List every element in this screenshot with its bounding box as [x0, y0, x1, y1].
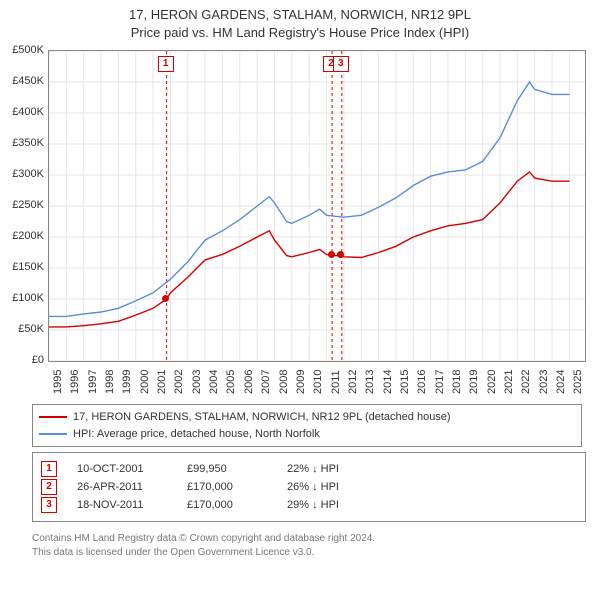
- sales-row-flag: 1: [41, 461, 57, 477]
- x-tick-label: 1999: [121, 370, 133, 394]
- x-tick-label: 2022: [520, 370, 532, 394]
- sales-row-price: £170,000: [187, 499, 267, 511]
- x-tick-label: 1997: [87, 370, 99, 394]
- x-tick-label: 1995: [52, 370, 64, 394]
- y-tick-label: £200K: [0, 230, 44, 242]
- y-tick-label: £100K: [0, 292, 44, 304]
- x-tick-label: 2006: [243, 370, 255, 394]
- sales-row-date: 26-APR-2011: [77, 481, 167, 493]
- y-tick-label: £300K: [0, 168, 44, 180]
- legend-label: 17, HERON GARDENS, STALHAM, NORWICH, NR1…: [73, 409, 451, 426]
- x-tick-label: 2011: [330, 370, 342, 394]
- sales-table: 1 10-OCT-2001 £99,950 22% ↓ HPI 2 26-APR-2011…: [32, 452, 586, 522]
- x-tick-label: 2019: [468, 370, 480, 394]
- legend-swatch: [39, 416, 67, 418]
- y-tick-label: £150K: [0, 261, 44, 273]
- x-tick-label: 2005: [225, 370, 237, 394]
- legend-label: HPI: Average price, detached house, Nort…: [73, 426, 320, 443]
- chart-plot-area: [48, 50, 586, 362]
- sales-row: 3 18-NOV-2011 £170,000 29% ↓ HPI: [41, 497, 577, 513]
- y-tick-label: £400K: [0, 106, 44, 118]
- sales-row: 2 26-APR-2011 £170,000 26% ↓ HPI: [41, 479, 577, 495]
- y-tick-label: £350K: [0, 137, 44, 149]
- x-tick-label: 2016: [416, 370, 428, 394]
- footer-line-2: This data is licensed under the Open Gov…: [32, 546, 568, 560]
- page: 17, HERON GARDENS, STALHAM, NORWICH, NR1…: [0, 0, 600, 590]
- footer-attribution: Contains HM Land Registry data © Crown c…: [32, 532, 568, 559]
- x-tick-label: 2017: [434, 370, 446, 394]
- sales-row-date: 10-OCT-2001: [77, 463, 167, 475]
- sale-flag-1: 1: [158, 56, 174, 72]
- sale-dot: [328, 251, 335, 258]
- x-tick-label: 2018: [451, 370, 463, 394]
- x-tick-label: 2024: [555, 370, 567, 394]
- sales-row-delta: 26% ↓ HPI: [287, 481, 339, 493]
- y-tick-label: £50K: [0, 323, 44, 335]
- sales-row-price: £170,000: [187, 481, 267, 493]
- legend-item: 17, HERON GARDENS, STALHAM, NORWICH, NR1…: [39, 409, 575, 426]
- chart-title: 17, HERON GARDENS, STALHAM, NORWICH, NR1…: [0, 0, 600, 41]
- sales-row: 1 10-OCT-2001 £99,950 22% ↓ HPI: [41, 461, 577, 477]
- sales-row-flag: 3: [41, 497, 57, 513]
- title-line-2: Price paid vs. HM Land Registry's House …: [0, 24, 600, 42]
- chart-svg: [49, 51, 585, 361]
- sales-row-delta: 29% ↓ HPI: [287, 499, 339, 511]
- sales-row-flag: 2: [41, 479, 57, 495]
- sale-dot: [162, 295, 169, 302]
- y-tick-label: £0: [0, 354, 44, 366]
- footer-line-1: Contains HM Land Registry data © Crown c…: [32, 532, 568, 546]
- x-tick-label: 2021: [503, 370, 515, 394]
- x-tick-label: 2010: [312, 370, 324, 394]
- x-tick-label: 2004: [208, 370, 220, 394]
- x-tick-label: 2023: [538, 370, 550, 394]
- legend-swatch: [39, 433, 67, 435]
- y-tick-label: £450K: [0, 75, 44, 87]
- legend-item: HPI: Average price, detached house, Nort…: [39, 426, 575, 443]
- x-tick-label: 2020: [486, 370, 498, 394]
- x-tick-label: 2002: [173, 370, 185, 394]
- x-tick-label: 1996: [69, 370, 81, 394]
- x-tick-label: 2014: [382, 370, 394, 394]
- x-tick-label: 2025: [572, 370, 584, 394]
- x-tick-label: 2015: [399, 370, 411, 394]
- sales-row-date: 18-NOV-2011: [77, 499, 167, 511]
- x-tick-label: 2013: [364, 370, 376, 394]
- y-tick-label: £500K: [0, 44, 44, 56]
- sales-row-delta: 22% ↓ HPI: [287, 463, 339, 475]
- sale-flag-3: 3: [333, 56, 349, 72]
- legend: 17, HERON GARDENS, STALHAM, NORWICH, NR1…: [32, 404, 582, 447]
- title-line-1: 17, HERON GARDENS, STALHAM, NORWICH, NR1…: [0, 6, 600, 24]
- x-tick-label: 2012: [347, 370, 359, 394]
- y-tick-label: £250K: [0, 199, 44, 211]
- x-tick-label: 1998: [104, 370, 116, 394]
- x-tick-label: 2000: [139, 370, 151, 394]
- x-tick-label: 2007: [260, 370, 272, 394]
- x-tick-label: 2001: [156, 370, 168, 394]
- x-tick-label: 2003: [191, 370, 203, 394]
- x-tick-label: 2008: [278, 370, 290, 394]
- sales-row-price: £99,950: [187, 463, 267, 475]
- x-tick-label: 2009: [295, 370, 307, 394]
